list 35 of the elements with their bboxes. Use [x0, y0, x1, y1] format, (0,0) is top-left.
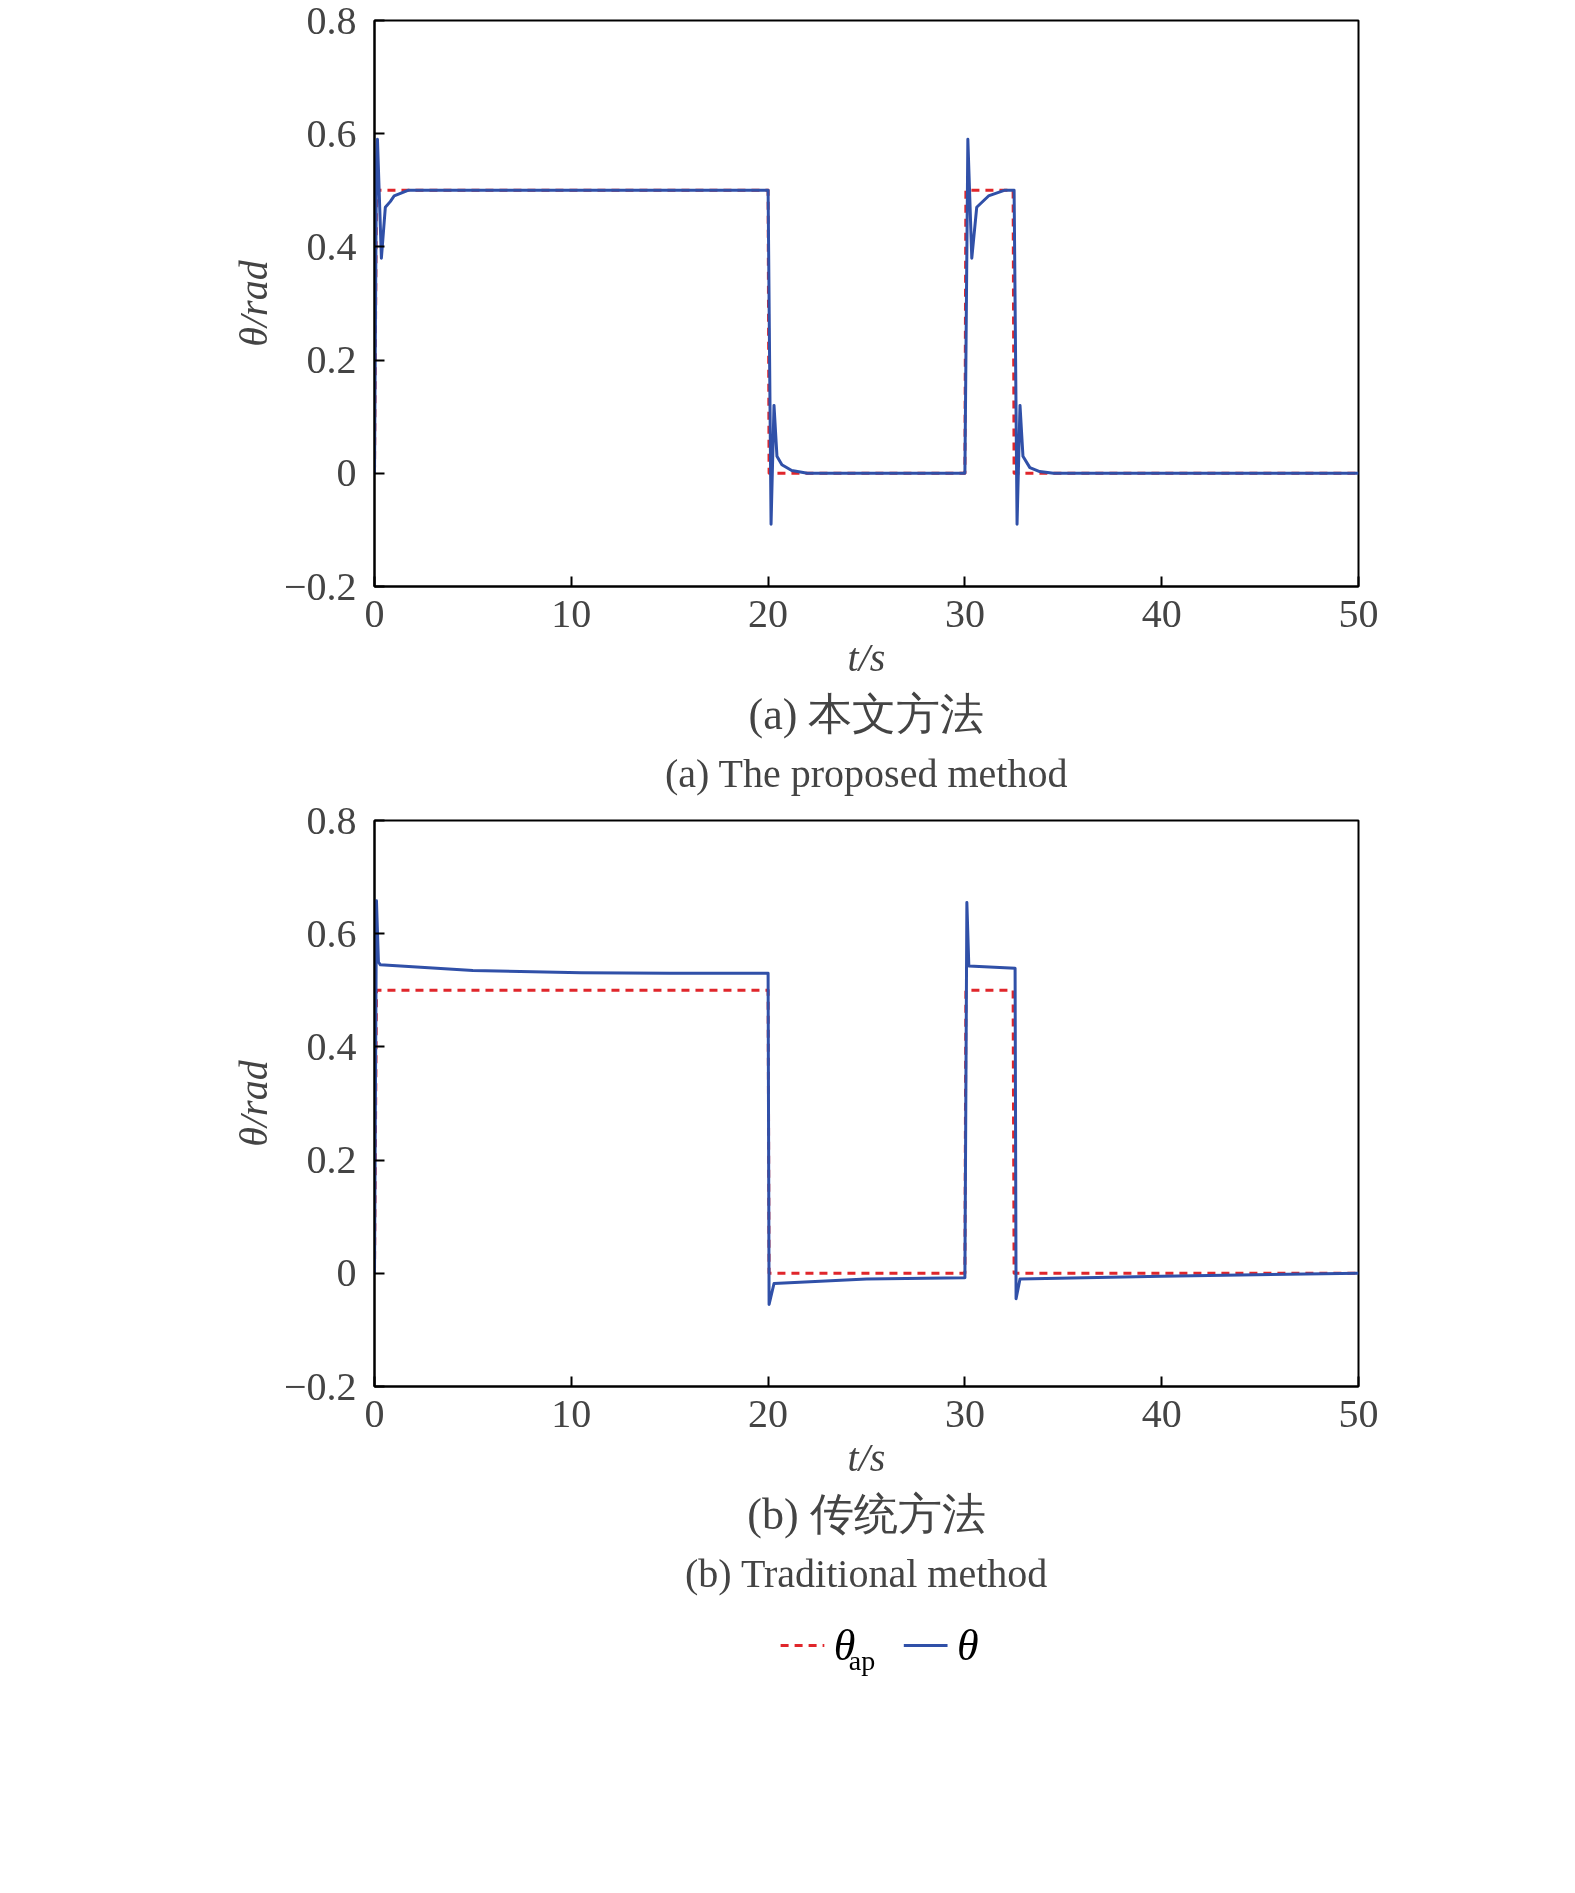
- x-tick-label: 30: [944, 1390, 985, 1436]
- x-axis-title: t/s: [847, 1434, 886, 1480]
- y-tick-label: −0.2: [283, 563, 357, 609]
- y-tick-label: 0.6: [306, 110, 357, 156]
- y-tick-label: 0.8: [306, 797, 357, 843]
- y-tick-label: 0.4: [306, 223, 357, 269]
- x-tick-label: 50: [1338, 590, 1379, 636]
- x-axis-title: t/s: [847, 634, 886, 680]
- y-axis-title: θ/rad: [230, 1059, 276, 1147]
- x-tick-label: 10: [551, 590, 592, 636]
- line-series: [374, 137, 1359, 526]
- line-series: [374, 899, 1359, 1306]
- x-tick-label: 50: [1338, 1390, 1379, 1436]
- y-tick-label: −0.2: [283, 1363, 357, 1409]
- x-tick-label: 40: [1141, 1390, 1182, 1436]
- y-axis-title: θ/rad: [230, 259, 276, 347]
- text: (a) 本文方法: [748, 689, 985, 739]
- text: (b) Traditional method: [685, 1550, 1048, 1596]
- legend-label: θ: [956, 1621, 979, 1670]
- x-tick-label: 20: [748, 590, 789, 636]
- text: (b) 传统方法: [747, 1489, 986, 1539]
- x-tick-label: 40: [1141, 590, 1182, 636]
- x-tick-label: 20: [748, 1390, 789, 1436]
- x-tick-label: 0: [364, 590, 385, 636]
- x-tick-label: 30: [944, 590, 985, 636]
- y-tick-label: 0.4: [306, 1023, 357, 1069]
- y-tick-label: 0: [336, 450, 357, 496]
- x-tick-label: 0: [364, 1390, 385, 1436]
- y-tick-label: 0.6: [306, 910, 357, 956]
- y-tick-label: 0.2: [306, 337, 357, 383]
- text: (a) The proposed method: [664, 750, 1068, 796]
- x-tick-label: 10: [551, 1390, 592, 1436]
- y-tick-label: 0.2: [306, 1137, 357, 1183]
- y-tick-label: 0.8: [306, 0, 357, 43]
- y-tick-label: 0: [336, 1250, 357, 1296]
